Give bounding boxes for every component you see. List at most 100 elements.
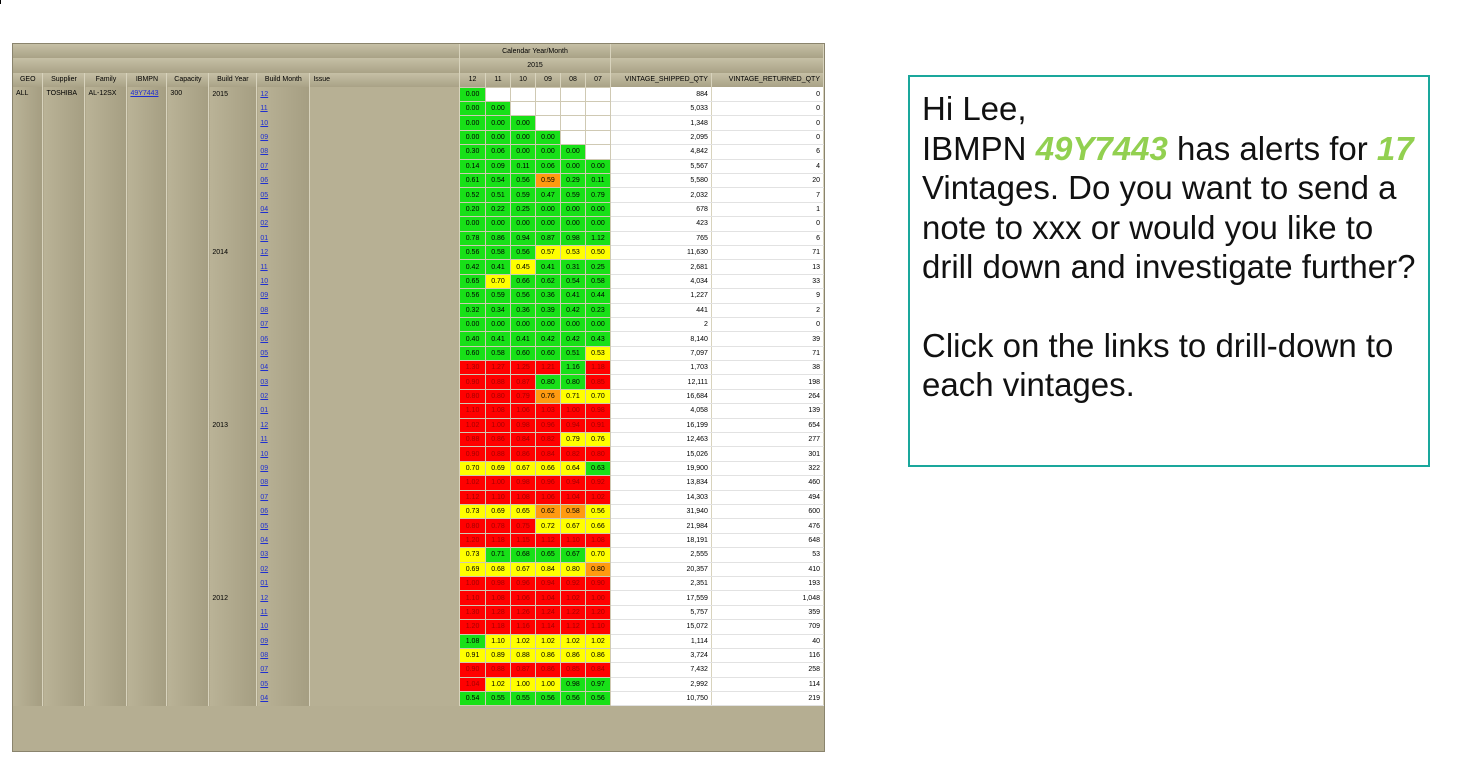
build-month-link[interactable]: 05 (260, 349, 269, 357)
rate-cell: 0.00 (510, 144, 536, 160)
build-month-link[interactable]: 04 (260, 205, 269, 213)
build-month-cell: 02 (256, 389, 311, 404)
build-month-link[interactable]: 05 (260, 680, 269, 688)
rate-cell: 0.88 (485, 446, 512, 462)
build-month-link[interactable]: 09 (260, 134, 269, 142)
rate-cell: 0.56 (559, 691, 586, 707)
build-month-link[interactable]: 05 (260, 522, 269, 530)
rate-cell: 0.84 (535, 561, 561, 577)
rate-cell: 0.11 (584, 173, 611, 189)
build-month-link[interactable]: 04 (260, 364, 269, 372)
build-month-link[interactable]: 10 (260, 119, 269, 127)
build-month-cell: 12 (256, 590, 311, 606)
build-month-link[interactable]: 10 (260, 450, 269, 458)
returned-qty-cell: 193 (711, 576, 824, 592)
build-month-link[interactable]: 08 (260, 306, 269, 314)
build-month-link[interactable]: 04 (260, 695, 269, 703)
shipped-qty-cell: 1,114 (610, 634, 712, 649)
build-month-cell: 09 (256, 288, 311, 304)
rate-cell: 0.59 (559, 187, 586, 203)
rate-cell: 0.70 (584, 547, 611, 563)
build-month-link[interactable]: 07 (260, 321, 269, 329)
rate-cell: 0.14 (459, 158, 487, 175)
returned-qty-cell: 410 (711, 562, 824, 577)
rate-cell (559, 86, 586, 103)
build-month-link[interactable]: 01 (260, 580, 269, 588)
build-month-cell: 10 (256, 446, 311, 462)
shipped-qty-cell: 441 (610, 303, 712, 318)
rate-cell: 0.86 (535, 647, 561, 664)
rate-cell: 0.56 (459, 288, 487, 304)
rate-cell: 0.73 (459, 547, 487, 563)
table-row: 09 0.70 0.69 0.67 0.66 0.64 0.63 19,900 322 (13, 460, 824, 477)
returned-qty-cell: 600 (711, 504, 824, 520)
rate-cell: 0.94 (559, 475, 586, 491)
shipped-qty-cell: 5,033 (610, 101, 712, 117)
build-month-link[interactable]: 02 (260, 220, 269, 228)
build-year-cell (208, 231, 258, 246)
build-month-link[interactable]: 08 (260, 148, 269, 156)
returned-qty-cell: 0 (711, 216, 824, 232)
month-header: 10 (510, 72, 536, 88)
issue-cell (309, 144, 461, 160)
build-month-link[interactable]: 12 (260, 421, 269, 429)
build-month-link[interactable]: 02 (260, 565, 269, 573)
issue-cell (309, 288, 461, 304)
rate-cell: 0.36 (510, 302, 536, 318)
build-month-link[interactable]: 09 (260, 292, 269, 300)
issue-cell (309, 101, 461, 116)
build-month-cell: 09 (256, 130, 311, 145)
build-month-link[interactable]: 04 (260, 536, 269, 544)
rate-cell: 0.41 (559, 288, 586, 304)
build-month-link[interactable]: 11 (260, 105, 268, 113)
build-month-link[interactable]: 07 (260, 162, 269, 170)
rate-cell: 0.00 (510, 216, 536, 232)
build-month-link[interactable]: 07 (260, 666, 269, 674)
build-month-link[interactable]: 12 (260, 594, 269, 602)
rate-cell: 1.12 (584, 230, 611, 246)
build-month-link[interactable]: 12 (260, 90, 269, 98)
build-month-link[interactable]: 11 (260, 608, 268, 616)
issue-cell (309, 159, 461, 174)
build-month-link[interactable]: 01 (260, 407, 269, 415)
rate-cell: 0.91 (584, 417, 611, 434)
build-month-link[interactable]: 06 (260, 177, 269, 185)
rate-cell: 0.00 (459, 101, 487, 117)
issue-cell (309, 533, 461, 548)
build-month-link[interactable]: 10 (260, 277, 269, 285)
rate-cell (559, 129, 586, 146)
rate-cell: 1.08 (485, 403, 512, 419)
build-month-link[interactable]: 11 (260, 263, 268, 271)
table-row: 07 0.00 0.00 0.00 0.00 0.00 0.00 2 0 (13, 316, 824, 333)
build-month-link[interactable]: 12 (260, 249, 269, 257)
build-month-link[interactable]: 03 (260, 378, 269, 386)
build-month-cell: 04 (256, 691, 311, 706)
build-month-link[interactable]: 06 (260, 335, 269, 343)
rate-cell: 0.68 (485, 561, 512, 577)
build-month-link[interactable]: 03 (260, 551, 269, 559)
rate-cell: 1.08 (485, 590, 512, 606)
build-month-link[interactable]: 07 (260, 493, 269, 501)
build-month-link[interactable]: 08 (260, 479, 269, 487)
shipped-qty-cell: 4,842 (610, 144, 712, 160)
issue-cell (309, 518, 461, 534)
ibmpn-link[interactable]: 49Y7443 (130, 90, 159, 98)
issue-cell (309, 187, 461, 203)
rate-cell: 0.56 (510, 173, 536, 189)
returned-qty-cell: 0 (711, 87, 824, 103)
shipped-qty-cell: 14,303 (610, 490, 712, 506)
build-month-link[interactable]: 09 (260, 465, 269, 473)
rate-cell: 0.00 (510, 115, 536, 131)
build-month-link[interactable]: 10 (260, 623, 269, 631)
rate-cell: 0.76 (584, 432, 611, 448)
build-month-link[interactable]: 05 (260, 191, 269, 199)
build-month-link[interactable]: 11 (260, 436, 268, 444)
rate-cell: 0.00 (485, 115, 512, 131)
build-month-link[interactable]: 01 (260, 234, 269, 242)
build-month-link[interactable]: 08 (260, 652, 269, 660)
build-year-cell (208, 533, 258, 548)
build-month-link[interactable]: 09 (260, 637, 269, 645)
build-month-link[interactable]: 06 (260, 508, 269, 516)
build-month-link[interactable]: 02 (260, 393, 269, 401)
rate-cell: 0.88 (485, 662, 512, 678)
